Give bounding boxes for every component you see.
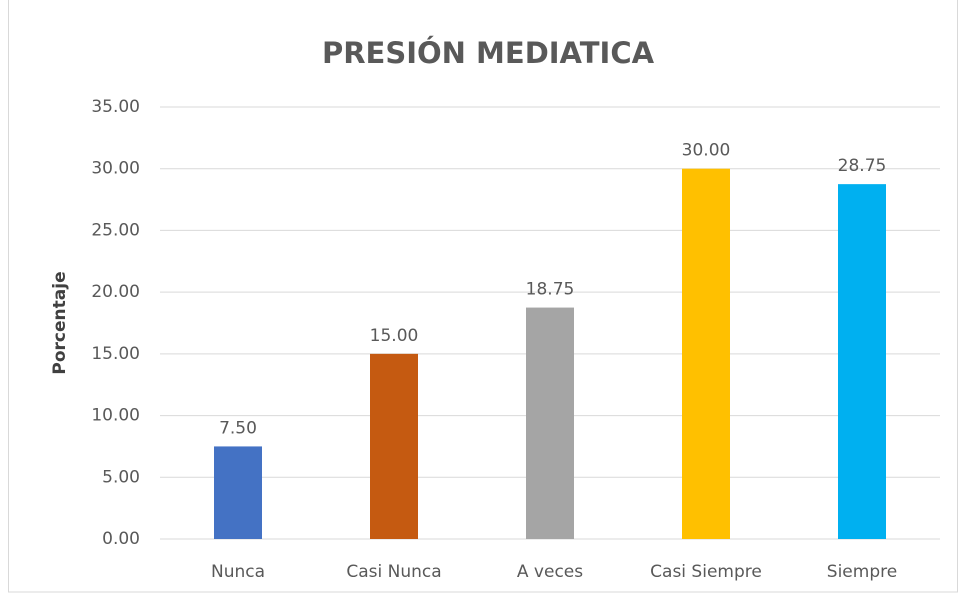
y-tick-label: 35.00 xyxy=(91,97,140,117)
bar xyxy=(682,168,730,539)
data-label: 18.75 xyxy=(526,280,575,300)
y-axis-title: Porcentaje xyxy=(50,271,70,374)
bar xyxy=(526,307,574,539)
data-label: 28.75 xyxy=(838,156,887,176)
chart-title: PRESIÓN MEDIATICA xyxy=(322,36,655,70)
data-label: 15.00 xyxy=(370,326,419,346)
chart-frame xyxy=(8,0,958,593)
bar xyxy=(370,353,418,539)
x-tick-label: Casi Siempre xyxy=(650,562,762,582)
bar xyxy=(838,184,886,539)
y-tick-label: 20.00 xyxy=(91,282,140,302)
y-tick-label: 25.00 xyxy=(91,220,140,240)
data-label: 7.50 xyxy=(219,418,257,438)
y-tick-label: 5.00 xyxy=(102,467,140,487)
bar xyxy=(214,446,262,539)
y-tick-label: 30.00 xyxy=(91,159,140,179)
x-tick-label: Casi Nunca xyxy=(346,562,441,582)
x-tick-label: Siempre xyxy=(827,562,897,582)
x-tick-label: Nunca xyxy=(211,562,265,582)
x-tick-label: A veces xyxy=(517,562,583,582)
data-label: 30.00 xyxy=(682,141,731,161)
y-tick-label: 0.00 xyxy=(102,529,140,549)
y-tick-label: 10.00 xyxy=(91,406,140,426)
y-tick-label: 15.00 xyxy=(91,344,140,364)
